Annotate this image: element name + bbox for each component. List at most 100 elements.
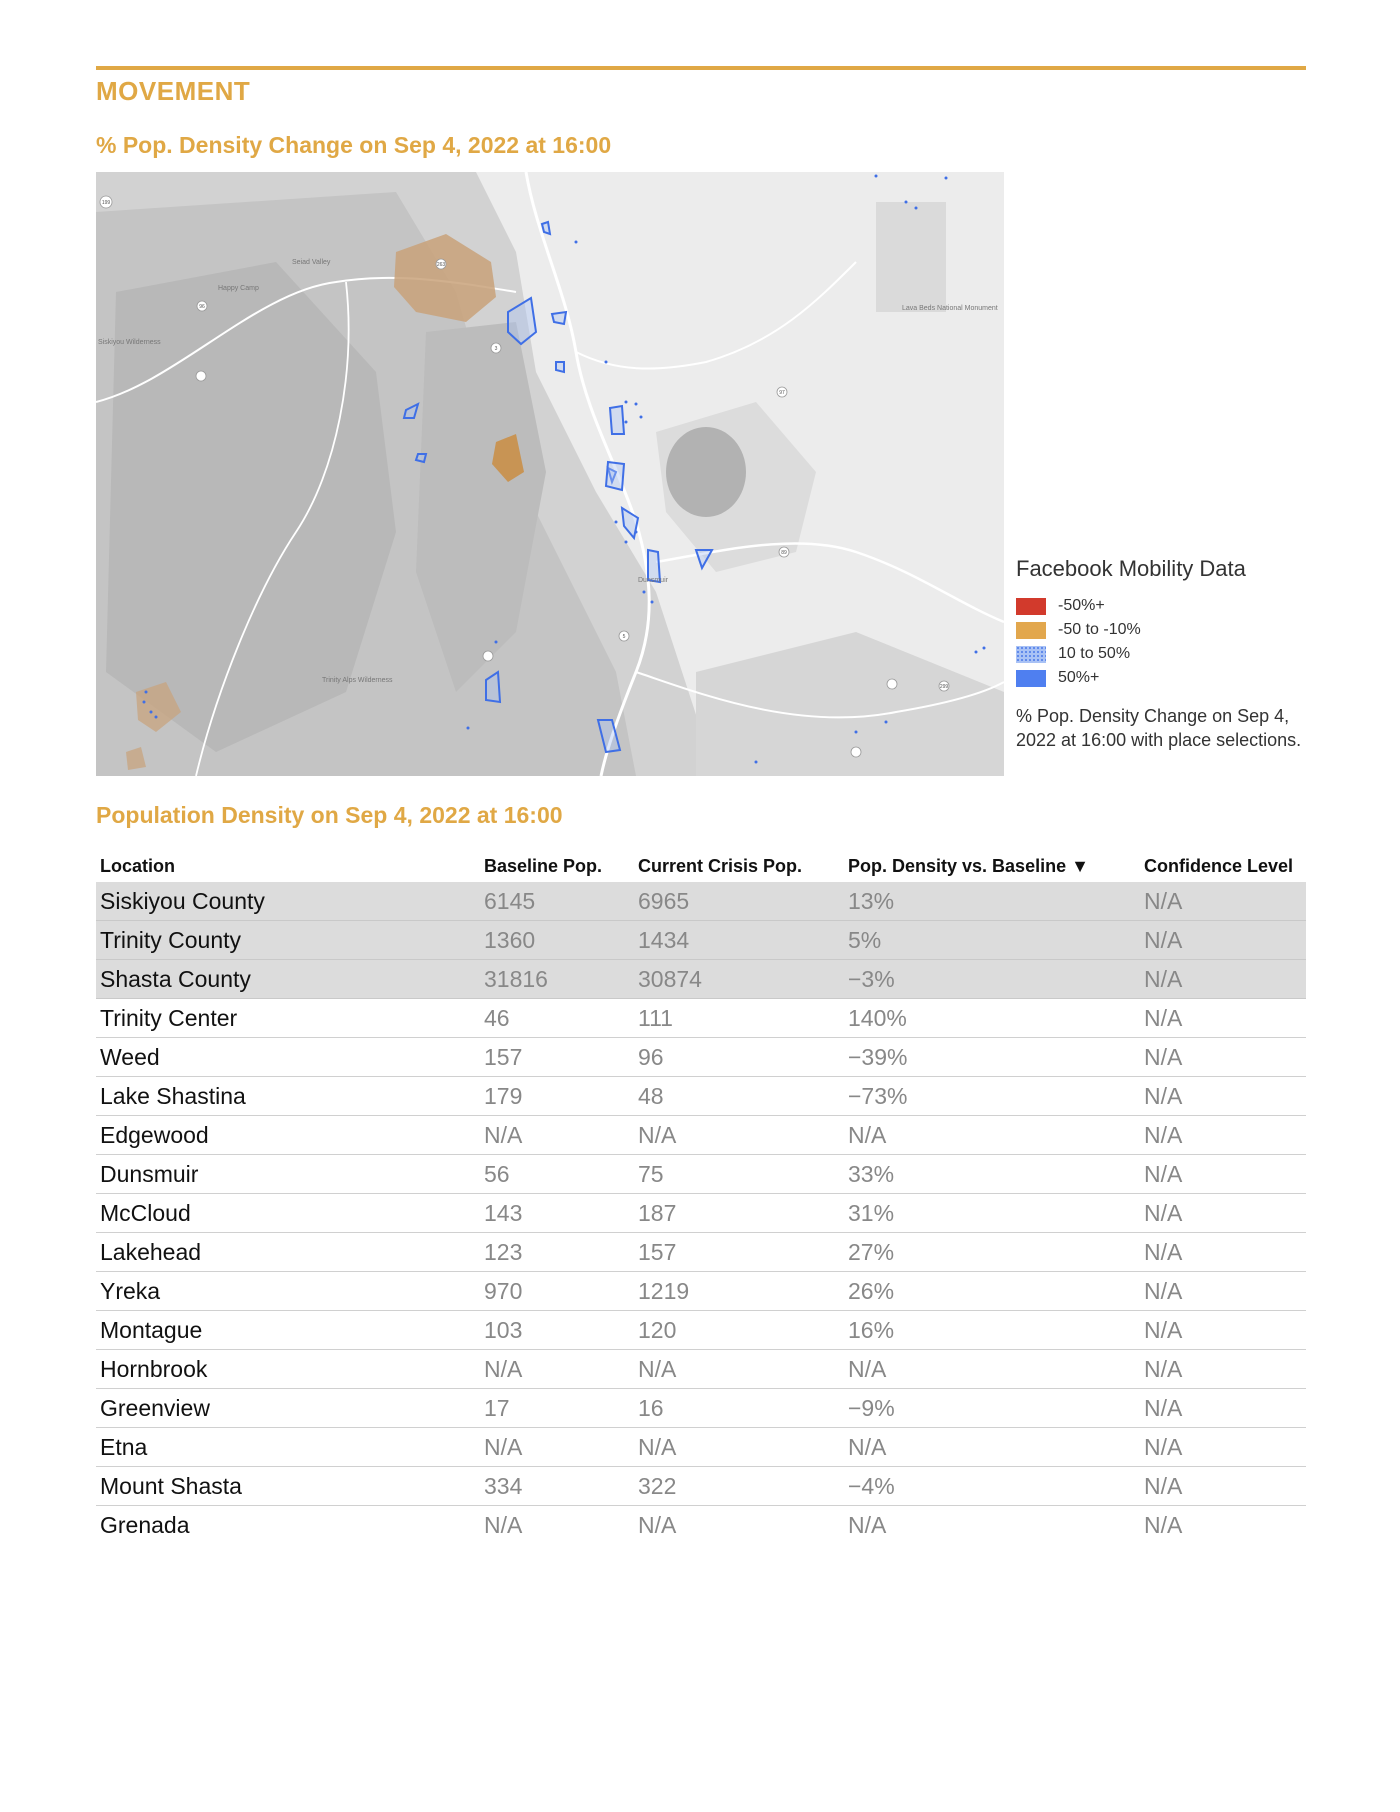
- location-cell: Edgewood: [96, 1115, 480, 1155]
- road-shield-label: 199: [102, 200, 111, 206]
- value-cell: N/A: [848, 1511, 887, 1538]
- legend-item: -50 to -10%: [1016, 618, 1306, 642]
- legend-note: % Pop. Density Change on Sep 4, 2022 at …: [1016, 706, 1302, 750]
- value-cell: N/A: [1140, 1271, 1306, 1311]
- population-density-table: Location Baseline Pop. Current Crisis Po…: [96, 850, 1306, 1544]
- table-header-row: Location Baseline Pop. Current Crisis Po…: [96, 850, 1306, 882]
- legend-item: 50%+: [1016, 666, 1306, 690]
- legend-swatch: [1016, 597, 1046, 615]
- location-cell: Hornbrook: [96, 1349, 480, 1389]
- value-cell: 111: [634, 998, 844, 1038]
- location-cell: Trinity County: [96, 920, 480, 960]
- road-shield-label: 299: [940, 684, 949, 690]
- value-cell: N/A: [1140, 882, 1306, 921]
- value-cell: N/A: [1140, 920, 1306, 960]
- table-row[interactable]: Lakehead 123 157 27% N/A: [96, 1232, 1306, 1272]
- table-row[interactable]: Hornbrook N/A N/A N/A N/A: [96, 1349, 1306, 1389]
- table-row[interactable]: Shasta County 31816 30874 −3% N/A: [96, 959, 1306, 999]
- table-row[interactable]: Trinity County 1360 1434 5% N/A: [96, 920, 1306, 960]
- table-row[interactable]: Trinity Center 46 111 140% N/A: [96, 998, 1306, 1038]
- value-cell: N/A: [1140, 959, 1306, 999]
- table-row[interactable]: Edgewood N/A N/A N/A N/A: [96, 1115, 1306, 1155]
- column-header-location[interactable]: Location: [100, 855, 175, 876]
- location-cell: Dunsmuir: [96, 1154, 480, 1194]
- value-cell: N/A: [1140, 1349, 1306, 1389]
- value-cell: −3%: [844, 959, 1140, 999]
- map-label: Happy Camp: [218, 285, 259, 292]
- value-cell: N/A: [1140, 1037, 1306, 1077]
- location-cell: Lake Shastina: [96, 1076, 480, 1116]
- location-cell: Grenada: [100, 1511, 190, 1538]
- value-cell: 31816: [480, 959, 634, 999]
- map-label: Trinity Alps Wilderness: [322, 677, 393, 684]
- section-divider: [96, 66, 1306, 70]
- value-cell: 33%: [844, 1154, 1140, 1194]
- legend-swatch: [1016, 645, 1046, 663]
- value-cell: 1219: [634, 1271, 844, 1311]
- value-cell: 120: [634, 1310, 844, 1350]
- value-cell: N/A: [1140, 1232, 1306, 1272]
- location-cell: Greenview: [96, 1388, 480, 1428]
- value-cell: 157: [634, 1232, 844, 1272]
- value-cell: 26%: [844, 1271, 1140, 1311]
- table-row[interactable]: Yreka 970 1219 26% N/A: [96, 1271, 1306, 1311]
- column-header-density-vs-baseline[interactable]: Pop. Density vs. Baseline ▼: [848, 855, 1089, 876]
- value-cell: N/A: [1140, 1466, 1306, 1506]
- table-row[interactable]: Dunsmuir 56 75 33% N/A: [96, 1154, 1306, 1194]
- table-row[interactable]: Greenview 17 16 −9% N/A: [96, 1388, 1306, 1428]
- location-cell: Montague: [96, 1310, 480, 1350]
- value-cell: 31%: [844, 1193, 1140, 1233]
- legend-item: 10 to 50%: [1016, 642, 1306, 666]
- value-cell: N/A: [634, 1427, 844, 1467]
- location-cell: Weed: [96, 1037, 480, 1077]
- table-row[interactable]: Weed 157 96 −39% N/A: [96, 1037, 1306, 1077]
- table-row[interactable]: Lake Shastina 179 48 −73% N/A: [96, 1076, 1306, 1116]
- mobility-map[interactable]: Happy Camp Seiad Valley Siskiyou Wildern…: [96, 172, 1004, 776]
- location-cell: Siskiyou County: [96, 882, 480, 921]
- table-row[interactable]: Etna N/A N/A N/A N/A: [96, 1427, 1306, 1467]
- value-cell: 143: [480, 1193, 634, 1233]
- value-cell: N/A: [484, 1511, 523, 1538]
- table-row[interactable]: Siskiyou County 6145 6965 13% N/A: [96, 882, 1306, 921]
- value-cell: 187: [634, 1193, 844, 1233]
- legend-label: -50 to -10%: [1058, 621, 1141, 638]
- value-cell: 46: [480, 998, 634, 1038]
- value-cell: 322: [634, 1466, 844, 1506]
- value-cell: N/A: [480, 1349, 634, 1389]
- legend-swatch: [1016, 621, 1046, 639]
- location-cell: Yreka: [96, 1271, 480, 1311]
- table-row[interactable]: McCloud 143 187 31% N/A: [96, 1193, 1306, 1233]
- value-cell: 56: [480, 1154, 634, 1194]
- table-row[interactable]: Grenada N/A N/A N/A N/A: [96, 1506, 1306, 1545]
- value-cell: N/A: [480, 1427, 634, 1467]
- value-cell: N/A: [844, 1349, 1140, 1389]
- value-cell: 16%: [844, 1310, 1140, 1350]
- legend-title: Facebook Mobility Data: [1016, 556, 1246, 581]
- map-label: Dunsmuir: [638, 577, 669, 584]
- value-cell: N/A: [844, 1115, 1140, 1155]
- value-cell: N/A: [1140, 1193, 1306, 1233]
- value-cell: 179: [480, 1076, 634, 1116]
- section-title: MOVEMENT: [96, 76, 251, 106]
- value-cell: 27%: [844, 1232, 1140, 1272]
- value-cell: N/A: [480, 1115, 634, 1155]
- legend-label: -50%+: [1058, 597, 1105, 614]
- column-header-current[interactable]: Current Crisis Pop.: [638, 855, 803, 876]
- value-cell: 157: [480, 1037, 634, 1077]
- table-row[interactable]: Mount Shasta 334 322 −4% N/A: [96, 1466, 1306, 1506]
- value-cell: 17: [480, 1388, 634, 1428]
- location-cell: Etna: [96, 1427, 480, 1467]
- column-header-confidence[interactable]: Confidence Level: [1144, 855, 1294, 876]
- value-cell: N/A: [634, 1349, 844, 1389]
- value-cell: 970: [480, 1271, 634, 1311]
- value-cell: N/A: [1140, 1115, 1306, 1155]
- road-shield-label: 89: [781, 550, 787, 556]
- map-title: % Pop. Density Change on Sep 4, 2022 at …: [96, 132, 612, 158]
- value-cell: 123: [480, 1232, 634, 1272]
- value-cell: 334: [480, 1466, 634, 1506]
- value-cell: N/A: [1140, 1388, 1306, 1428]
- road-shield-label: 5: [623, 634, 626, 640]
- table-row[interactable]: Montague 103 120 16% N/A: [96, 1310, 1306, 1350]
- column-header-baseline[interactable]: Baseline Pop.: [484, 855, 603, 876]
- value-cell: 1434: [634, 920, 844, 960]
